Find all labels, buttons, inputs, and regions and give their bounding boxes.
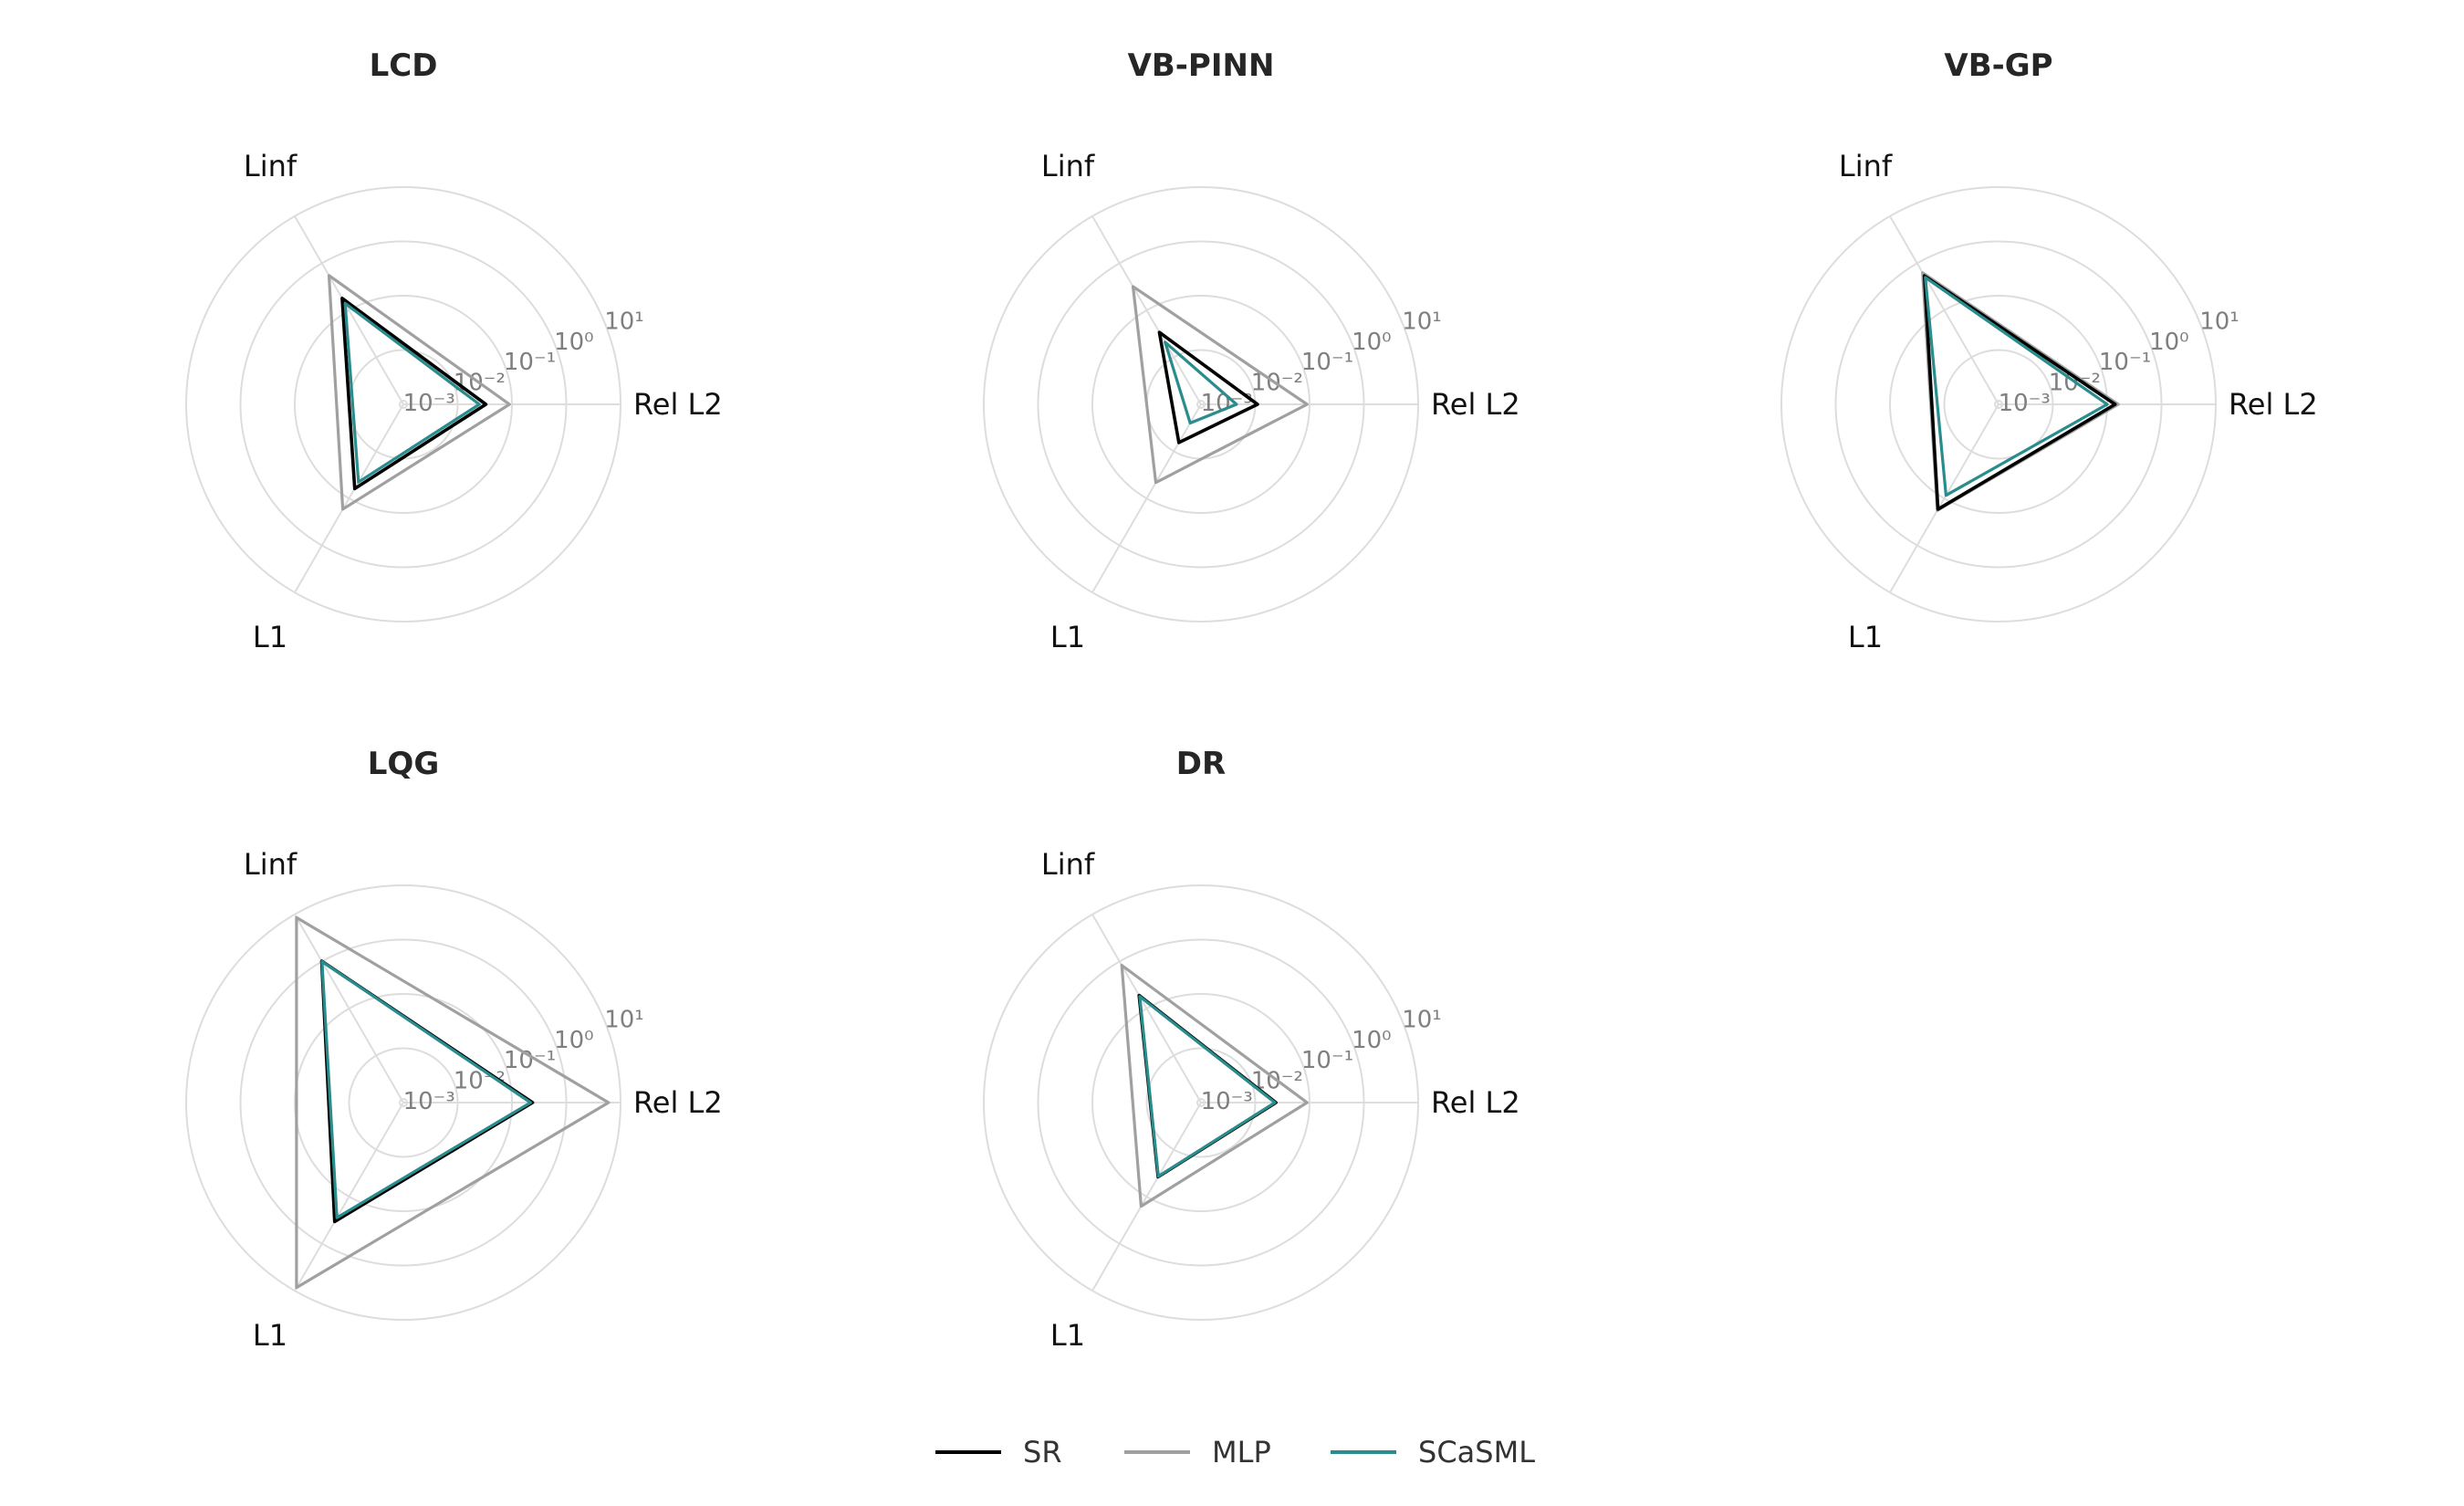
series-line-sr (1157, 330, 1259, 444)
series-line-scasml (1164, 340, 1238, 425)
axis-label-rel-l2: Rel L2 (1431, 1085, 1520, 1120)
axis-label-rel-l2: Rel L2 (2229, 387, 2318, 422)
series-line-mlp (327, 274, 511, 511)
axis-label-linf: Linf (1041, 149, 1095, 183)
axis-spoke (294, 215, 404, 405)
ring-tick-label: 10⁰ (1352, 329, 1392, 356)
legend-item-scasml: SCaSML (1331, 1435, 1535, 1469)
series-line-scasml (1138, 995, 1277, 1178)
ring-tick-label: 10⁻¹ (504, 349, 556, 376)
series-line-sr (340, 296, 488, 491)
axis-label-l1: L1 (253, 620, 287, 654)
axis-spoke (294, 1102, 404, 1292)
axis-label-l1: L1 (1050, 1318, 1085, 1353)
axis-label-linf: Linf (1041, 847, 1095, 882)
series-line-mlp (1120, 963, 1309, 1208)
axis-label-rel-l2: Rel L2 (1431, 387, 1520, 422)
legend-label: MLP (1212, 1435, 1271, 1469)
axis-label-linf: Linf (244, 847, 298, 882)
legend: SR MLP SCaSML (935, 1435, 1535, 1469)
ring-tick-label: 10¹ (1402, 1007, 1442, 1034)
ring-tick-label: 10⁰ (1352, 1027, 1392, 1054)
ring-tick-label: 10⁻¹ (1301, 349, 1353, 376)
ring-tick-label: 10⁰ (2149, 329, 2189, 356)
axis-label-linf: Linf (1839, 149, 1893, 183)
ring-tick-label: 10⁻³ (403, 1088, 455, 1115)
axis-spoke (294, 403, 404, 593)
legend-item-sr: SR (935, 1435, 1062, 1469)
axis-label-linf: Linf (244, 149, 298, 183)
series-line-scasml (343, 301, 481, 484)
legend-label: SR (1023, 1435, 1062, 1469)
ring-tick-label: 10¹ (604, 1007, 644, 1034)
series-line-mlp (1131, 285, 1309, 485)
axis-label-l1: L1 (1848, 620, 1883, 654)
axis-label-rel-l2: Rel L2 (633, 1085, 723, 1120)
ring-tick-label: 10⁻³ (403, 390, 455, 417)
series-line-scasml (320, 959, 533, 1219)
ring-tick-label: 10¹ (1402, 309, 1442, 336)
axis-label-l1: L1 (253, 1318, 287, 1353)
panel-title: LQG (368, 746, 439, 782)
axis-spoke (1091, 215, 1202, 405)
legend-item-mlp: MLP (1124, 1435, 1271, 1469)
legend-label: SCaSML (1418, 1435, 1535, 1469)
ring-tick-label: 10⁻¹ (1301, 1047, 1353, 1074)
ring-tick-label: 10¹ (604, 309, 644, 336)
axis-spoke (1889, 215, 1999, 405)
panel-title: VB-PINN (1128, 47, 1275, 84)
ring-tick-label: 10¹ (2199, 309, 2240, 336)
ring-tick-label: 10⁻¹ (504, 1047, 556, 1074)
ring-tick-label: 10⁻³ (1201, 1088, 1253, 1115)
axis-spoke (1091, 403, 1202, 593)
panel-title: DR (1176, 746, 1226, 782)
panel-title: LCD (370, 47, 438, 84)
series-line-scasml (1924, 276, 2109, 497)
ring-tick-label: 10⁻¹ (2099, 349, 2151, 376)
ring-tick-label: 10⁻³ (1999, 390, 2051, 417)
axis-spoke (1091, 914, 1202, 1103)
panel-title: VB-GP (1944, 47, 2052, 84)
series-line-mlp (295, 915, 611, 1290)
axis-label-l1: L1 (1050, 620, 1085, 654)
ring-tick-label: 10⁰ (554, 1027, 594, 1054)
ring-tick-label: 10⁰ (554, 329, 594, 356)
axis-label-rel-l2: Rel L2 (633, 387, 723, 422)
axis-spoke (1889, 403, 1999, 593)
axis-spoke (1091, 1102, 1202, 1292)
series-line-sr (1922, 274, 2117, 511)
axis-spoke (294, 914, 404, 1103)
